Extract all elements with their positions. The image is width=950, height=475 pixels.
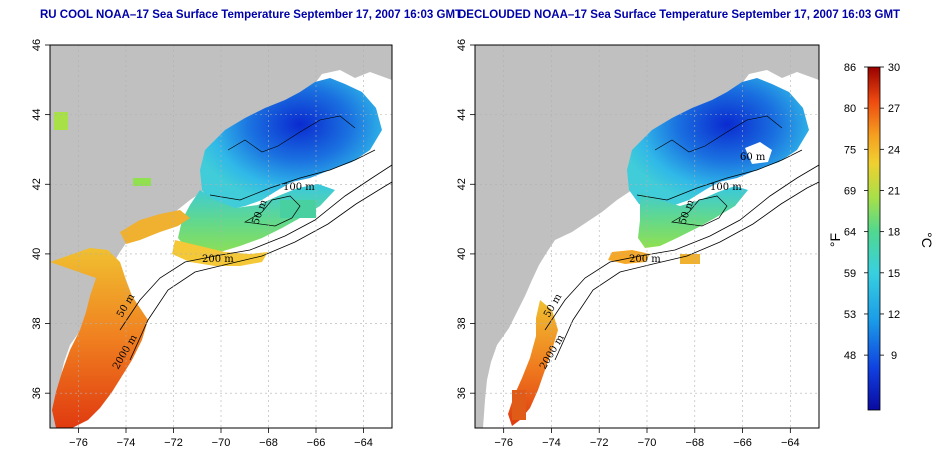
- right-lat-tick-label: 46: [456, 39, 468, 51]
- right-lon-tick-label: −72: [590, 437, 609, 449]
- colorbar-ticks: 30 86 27 80 24 75 21 69 18 64 15 59 12 53 9 48: [844, 62, 900, 362]
- left-lat-tick-label: 44: [31, 109, 43, 121]
- right-contour-100m: [636, 149, 803, 201]
- right-contour-200m: [544, 164, 820, 331]
- right-contour-gom: [654, 115, 783, 153]
- right-lon-tick-label: −74: [542, 437, 561, 449]
- left-contour-100m: [209, 149, 376, 201]
- right-lat-tick-label: 40: [456, 248, 468, 260]
- left-lon-tick-label: −64: [354, 437, 373, 449]
- left-sst-patch-b: [133, 178, 151, 186]
- right-map-panel: 60 m 100 m 50 m 200 m 50 m 2000 m −76 −74…: [456, 39, 820, 449]
- left-sst-gulf-of-maine: [200, 78, 382, 210]
- right-lon-tick-label: −66: [733, 437, 752, 449]
- colorbar-fahrenheit-label: 64: [844, 227, 856, 239]
- left-map-panel: 100 m 50 m 200 m 50 m 2000 m −76 −74 −72 −7…: [31, 39, 393, 449]
- right-sst-gulf-of-maine: [627, 78, 809, 210]
- right-contour-label-60m: 60 m: [740, 152, 766, 163]
- right-land: [475, 45, 819, 428]
- right-cloud-gap: [745, 142, 772, 164]
- colorbar-celsius-label: 24: [888, 144, 900, 156]
- celsius-unit-label: °C: [919, 232, 935, 248]
- colorbar-celsius-label: 12: [888, 309, 900, 321]
- left-lat-tick-label: 36: [31, 387, 43, 399]
- left-graticule: [50, 44, 392, 428]
- colorbar-fahrenheit-label: 75: [844, 144, 856, 156]
- right-lat-tick-label: 42: [456, 178, 468, 190]
- left-contour-50m: [243, 195, 301, 227]
- colorbar-celsius-label: 21: [888, 185, 900, 197]
- left-lat-tick-label: 40: [31, 248, 43, 260]
- colorbar-fahrenheit-label: 86: [844, 62, 856, 74]
- left-contour-label-200m: 200 m: [202, 254, 234, 265]
- left-sst-patch-a: [54, 112, 68, 130]
- right-panel-title: DECLOUDED NOAA–17 Sea Surface Temperatur…: [458, 9, 901, 21]
- left-land: [50, 45, 392, 428]
- left-lat-axis: 36 38 40 42 44 46: [31, 39, 50, 399]
- right-lon-tick-label: −68: [685, 437, 704, 449]
- colorbar-celsius-label: 18: [888, 227, 900, 239]
- right-sst-shelf: [638, 186, 748, 248]
- fahrenheit-unit-label: °F: [827, 233, 843, 247]
- colorbar-fahrenheit-label: 80: [844, 103, 856, 115]
- left-contour-label-100m: 100 m: [283, 182, 315, 193]
- left-sst-nj-coast: [120, 210, 190, 244]
- colorbar-celsius-label: 15: [888, 268, 900, 280]
- right-sst-patch-b: [680, 254, 700, 264]
- left-lon-tick-label: −70: [212, 437, 231, 449]
- right-contour-2000m: [554, 181, 820, 361]
- right-lon-axis: −76 −74 −72 −70 −68 −66 −64: [494, 428, 800, 449]
- left-lon-tick-label: −72: [164, 437, 183, 449]
- left-lon-tick-label: −66: [307, 437, 326, 449]
- colorbar-fahrenheit-label: 69: [844, 185, 856, 197]
- colorbar-gradient: [867, 66, 881, 411]
- right-lat-tick-label: 38: [456, 317, 468, 329]
- right-lon-tick-label: −70: [638, 437, 657, 449]
- colorbar-celsius-label: 30: [888, 62, 900, 74]
- right-sst-patch-a: [512, 390, 526, 420]
- left-sst-south: [50, 248, 148, 428]
- left-lat-tick-label: 42: [31, 178, 43, 190]
- right-lon-tick-label: −76: [494, 437, 513, 449]
- colorbar-celsius-label: 27: [888, 103, 900, 115]
- left-lat-tick-label: 46: [31, 39, 43, 51]
- colorbar-fahrenheit-label: 53: [844, 309, 856, 321]
- left-lat-tick-label: 38: [31, 317, 43, 329]
- right-contour-label-100m: 100 m: [710, 182, 742, 193]
- right-lat-axis: 36 38 40 42 44 46: [456, 39, 475, 399]
- left-contour-gom: [227, 115, 356, 153]
- left-lon-tick-label: −68: [259, 437, 278, 449]
- colorbar-celsius-label: 9: [891, 350, 897, 362]
- right-contour-50m: [670, 195, 728, 227]
- left-contour-2000m: [129, 181, 393, 361]
- left-lon-tick-label: −74: [117, 437, 136, 449]
- right-lon-tick-label: −64: [781, 437, 800, 449]
- colorbar: 30 86 27 80 24 75 21 69 18 64 15 59 12 53 9 48 °F °C: [827, 62, 935, 411]
- left-lon-tick-label: −76: [69, 437, 88, 449]
- left-contour-200m: [119, 164, 393, 331]
- right-lat-tick-label: 36: [456, 387, 468, 399]
- colorbar-fahrenheit-label: 48: [844, 350, 856, 362]
- colorbar-fahrenheit-label: 59: [844, 268, 856, 280]
- left-panel-title: RU COOL NOAA–17 Sea Surface Temperature …: [40, 9, 463, 21]
- right-lat-tick-label: 44: [456, 109, 468, 121]
- right-contour-label-200m: 200 m: [629, 254, 661, 265]
- left-lon-axis: −76 −74 −72 −70 −68 −66 −64: [69, 428, 373, 449]
